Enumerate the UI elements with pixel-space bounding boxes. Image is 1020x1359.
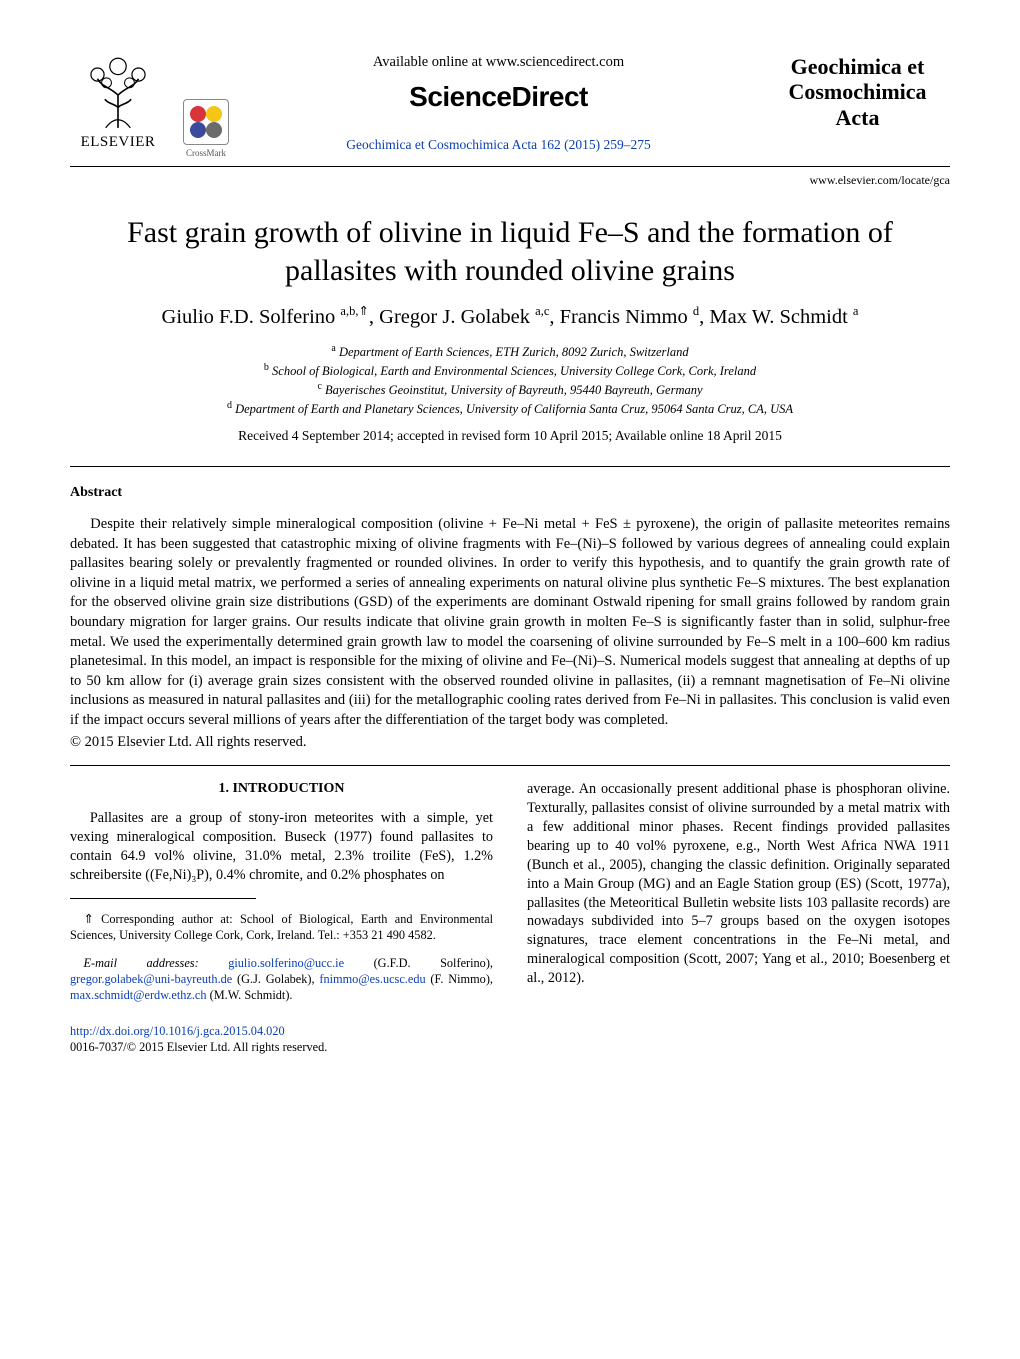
affiliation-b: School of Biological, Earth and Environm… [272, 364, 756, 378]
footnotes: ⇑ Corresponding author at: School of Bio… [70, 912, 493, 1004]
abstract-top-rule [70, 466, 950, 467]
email-1-who: (G.F.D. Solferino), [344, 956, 493, 970]
intro-para-right: average. An occasionally present additio… [527, 780, 950, 988]
author-2: , Gregor J. Golabek [369, 306, 535, 328]
right-column: average. An occasionally present additio… [527, 766, 950, 1056]
doi-block: http://dx.doi.org/10.1016/j.gca.2015.04.… [70, 1024, 493, 1056]
journal-title-l2: Cosmochimica [788, 79, 926, 104]
header-center: Available online at www.sciencedirect.co… [232, 50, 765, 153]
author-4-affil: a [853, 304, 859, 318]
email-3-who: (F. Nimmo), [426, 972, 493, 986]
crossmark-badge[interactable]: CrossMark [180, 94, 232, 158]
crossmark-label: CrossMark [186, 148, 226, 158]
email-1[interactable]: giulio.solferino@ucc.ie [228, 956, 344, 970]
author-3: , Francis Nimmo [549, 306, 693, 328]
affiliation-a: Department of Earth Sciences, ETH Zurich… [339, 345, 689, 359]
email-2-who: (G.J. Golabek), [232, 972, 319, 986]
doi-link[interactable]: http://dx.doi.org/10.1016/j.gca.2015.04.… [70, 1024, 493, 1040]
article-title: Fast grain growth of olivine in liquid F… [110, 214, 910, 289]
affiliation-d: Department of Earth and Planetary Scienc… [235, 402, 793, 416]
journal-citation-link[interactable]: Geochimica et Cosmochimica Acta 162 (201… [242, 137, 755, 153]
header-row: ELSEVIER CrossMark Available online at w… [70, 50, 950, 158]
affiliations: a Department of Earth Sciences, ETH Zuri… [70, 342, 950, 418]
copyright-line: © 2015 Elsevier Ltd. All rights reserved… [70, 734, 950, 751]
article-dates: Received 4 September 2014; accepted in r… [70, 428, 950, 444]
affiliation-c: Bayerisches Geoinstitut, University of B… [325, 383, 702, 397]
email-2[interactable]: gregor.golabek@uni-bayreuth.de [70, 972, 232, 986]
elsevier-tree-icon [77, 50, 159, 132]
author-4: , Max W. Schmidt [699, 306, 853, 328]
section-1-heading: 1. INTRODUCTION [70, 780, 493, 799]
email-4[interactable]: max.schmidt@erdw.ethz.ch [70, 988, 207, 1002]
corresponding-author: ⇑ Corresponding author at: School of Bio… [70, 912, 493, 944]
author-1-affil: a,b,⇑ [340, 304, 369, 318]
elsevier-logo: ELSEVIER [70, 50, 166, 158]
issn-copyright: 0016-7037/© 2015 Elsevier Ltd. All right… [70, 1040, 493, 1056]
journal-title: Geochimica et Cosmochimica Acta [765, 54, 950, 130]
intro-para-left: Pallasites are a group of stony-iron met… [70, 809, 493, 885]
body-columns: 1. INTRODUCTION Pallasites are a group o… [70, 766, 950, 1056]
email-4-who: (M.W. Schmidt). [207, 988, 293, 1002]
elsevier-wordmark: ELSEVIER [81, 134, 156, 151]
left-column: 1. INTRODUCTION Pallasites are a group o… [70, 766, 493, 1056]
email-addresses: E-mail addresses: giulio.solferino@ucc.i… [70, 956, 493, 1004]
left-logos: ELSEVIER CrossMark [70, 50, 232, 158]
journal-title-l3: Acta [836, 105, 880, 130]
sciencedirect-wordmark: ScienceDirect [242, 81, 755, 113]
authors-line: Giulio F.D. Solferino a,b,⇑, Gregor J. G… [100, 303, 920, 332]
journal-title-l1: Geochimica et [791, 54, 925, 79]
author-1: Giulio F.D. Solferino [162, 306, 341, 328]
available-online-text: Available online at www.sciencedirect.co… [242, 54, 755, 71]
journal-title-block: Geochimica et Cosmochimica Acta [765, 50, 950, 130]
author-2-affil: a,c [535, 304, 549, 318]
journal-url[interactable]: www.elsevier.com/locate/gca [70, 173, 950, 188]
abstract-heading: Abstract [70, 485, 950, 501]
email-3[interactable]: fnimmo@es.ucsc.edu [319, 972, 425, 986]
abstract-body: Despite their relatively simple mineralo… [70, 515, 950, 730]
header-rule [70, 166, 950, 167]
page: ELSEVIER CrossMark Available online at w… [0, 0, 1020, 1096]
footnote-rule [70, 898, 256, 899]
emails-label: E-mail addresses: [84, 956, 199, 970]
crossmark-icon [183, 99, 229, 145]
